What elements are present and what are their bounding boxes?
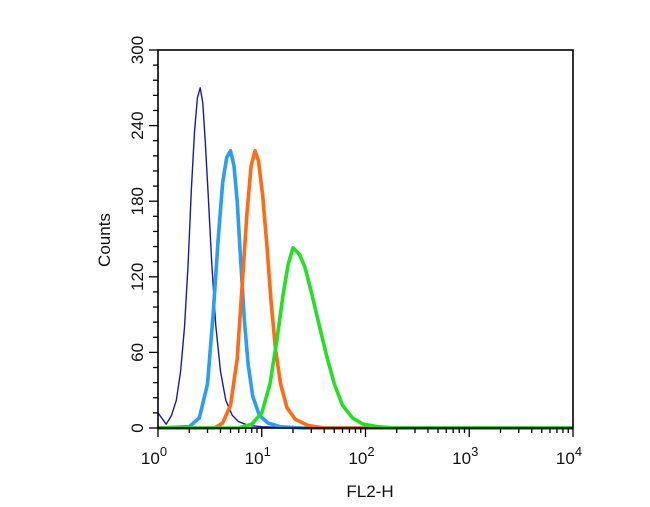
y-tick-label: 300 (128, 36, 147, 64)
x-tick-label: 103 (452, 444, 478, 468)
y-tick-label: 120 (128, 263, 147, 291)
series-line-3 (158, 149, 573, 430)
y-axis-label: Counts (95, 213, 114, 267)
series-line-4 (158, 246, 573, 430)
series-line-2 (157, 149, 573, 430)
x-tick-label: 104 (556, 444, 582, 468)
x-axis-label: FL2-H (346, 482, 393, 501)
tick-layer (149, 49, 574, 437)
y-tick-label: 60 (128, 343, 147, 362)
x-tick-label: 102 (348, 444, 374, 468)
y-tick-label: 240 (128, 111, 147, 139)
series-line-1 (157, 87, 573, 429)
y-tick-label: 180 (128, 187, 147, 215)
series-layer (157, 87, 573, 430)
tick-label-layer: 100 101 102 103 104 0 60 120 180 240 300 (128, 36, 582, 468)
y-tick-label: 0 (128, 423, 147, 432)
x-tick-label: 100 (141, 444, 167, 468)
x-tick-label: 101 (245, 444, 271, 468)
